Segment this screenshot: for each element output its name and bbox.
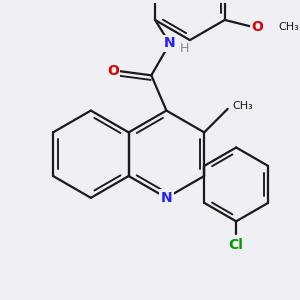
Text: H: H: [179, 42, 189, 55]
Text: CH₃: CH₃: [278, 22, 299, 32]
Text: Cl: Cl: [229, 238, 244, 252]
Text: O: O: [252, 20, 263, 34]
Text: CH₃: CH₃: [232, 100, 253, 110]
Text: N: N: [160, 191, 172, 205]
Text: O: O: [107, 64, 119, 78]
Text: N: N: [164, 36, 176, 50]
